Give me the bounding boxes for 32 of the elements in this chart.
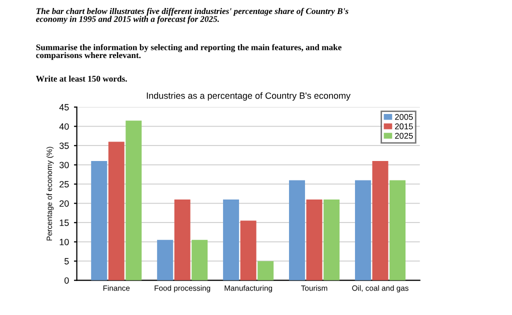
bar [192,240,208,280]
bar [174,200,190,280]
y-tick-label: 40 [59,123,69,130]
y-tick-label: 35 [59,142,69,149]
y-tick-label: 10 [60,238,69,246]
bar [126,120,142,280]
bar [324,200,340,280]
legend-label: 2015 [395,123,413,130]
bar [289,180,306,280]
legend-label: 2005 [395,114,413,120]
legend-label: 2025 [395,132,413,139]
bar [223,200,240,280]
text: Write at least 150 words. [36,76,127,82]
bar [240,220,256,280]
y-tick-label: 20 [60,200,69,207]
y-tick-label: 15 [60,220,69,226]
bar [306,200,322,280]
text: Summarise the information by selecting and reporting the main features, and make comparisons where relevant. [36,44,342,60]
bar [258,261,274,280]
bar [157,240,174,280]
chart-title: Industries as a percentage of Country B's economy [146,92,351,101]
text: The bar chart below illustrates five different industries' percentage share of Country B's economy in 1995 and 2015 with a forecast for 2025. [36,8,348,24]
bar [354,180,371,280]
bar [372,161,388,280]
bar [108,142,124,280]
bar [390,180,406,280]
y-tick-label: 25 [60,181,69,188]
y-tick-label: 0 [64,277,69,284]
y-tick-label: 5 [64,258,69,264]
y-tick-label: 30 [59,162,69,168]
y-tick-label: 45 [59,104,69,110]
bar [91,161,108,280]
